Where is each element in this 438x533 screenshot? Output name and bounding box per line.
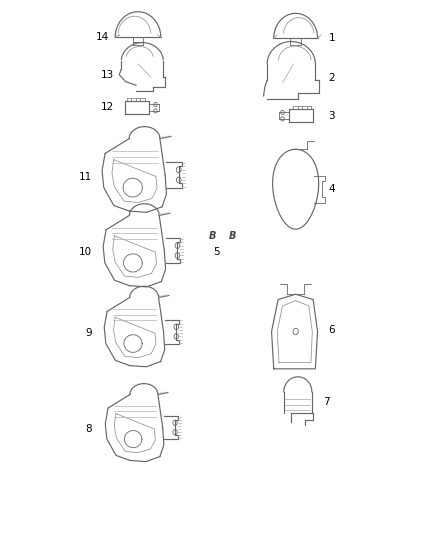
Text: 13: 13 <box>101 70 114 79</box>
Text: 9: 9 <box>85 328 92 337</box>
Text: 3: 3 <box>328 111 335 120</box>
Text: 7: 7 <box>323 398 329 407</box>
Text: 12: 12 <box>101 102 114 111</box>
Text: 2: 2 <box>328 74 335 83</box>
Text: 4: 4 <box>328 184 335 194</box>
Text: B: B <box>229 231 236 240</box>
Text: 11: 11 <box>79 172 92 182</box>
Text: 8: 8 <box>85 424 92 433</box>
Text: 5: 5 <box>213 247 220 257</box>
Text: 10: 10 <box>79 247 92 256</box>
Text: B: B <box>209 231 216 240</box>
Text: 14: 14 <box>96 33 110 42</box>
Text: 1: 1 <box>328 34 335 43</box>
Text: 6: 6 <box>328 326 335 335</box>
